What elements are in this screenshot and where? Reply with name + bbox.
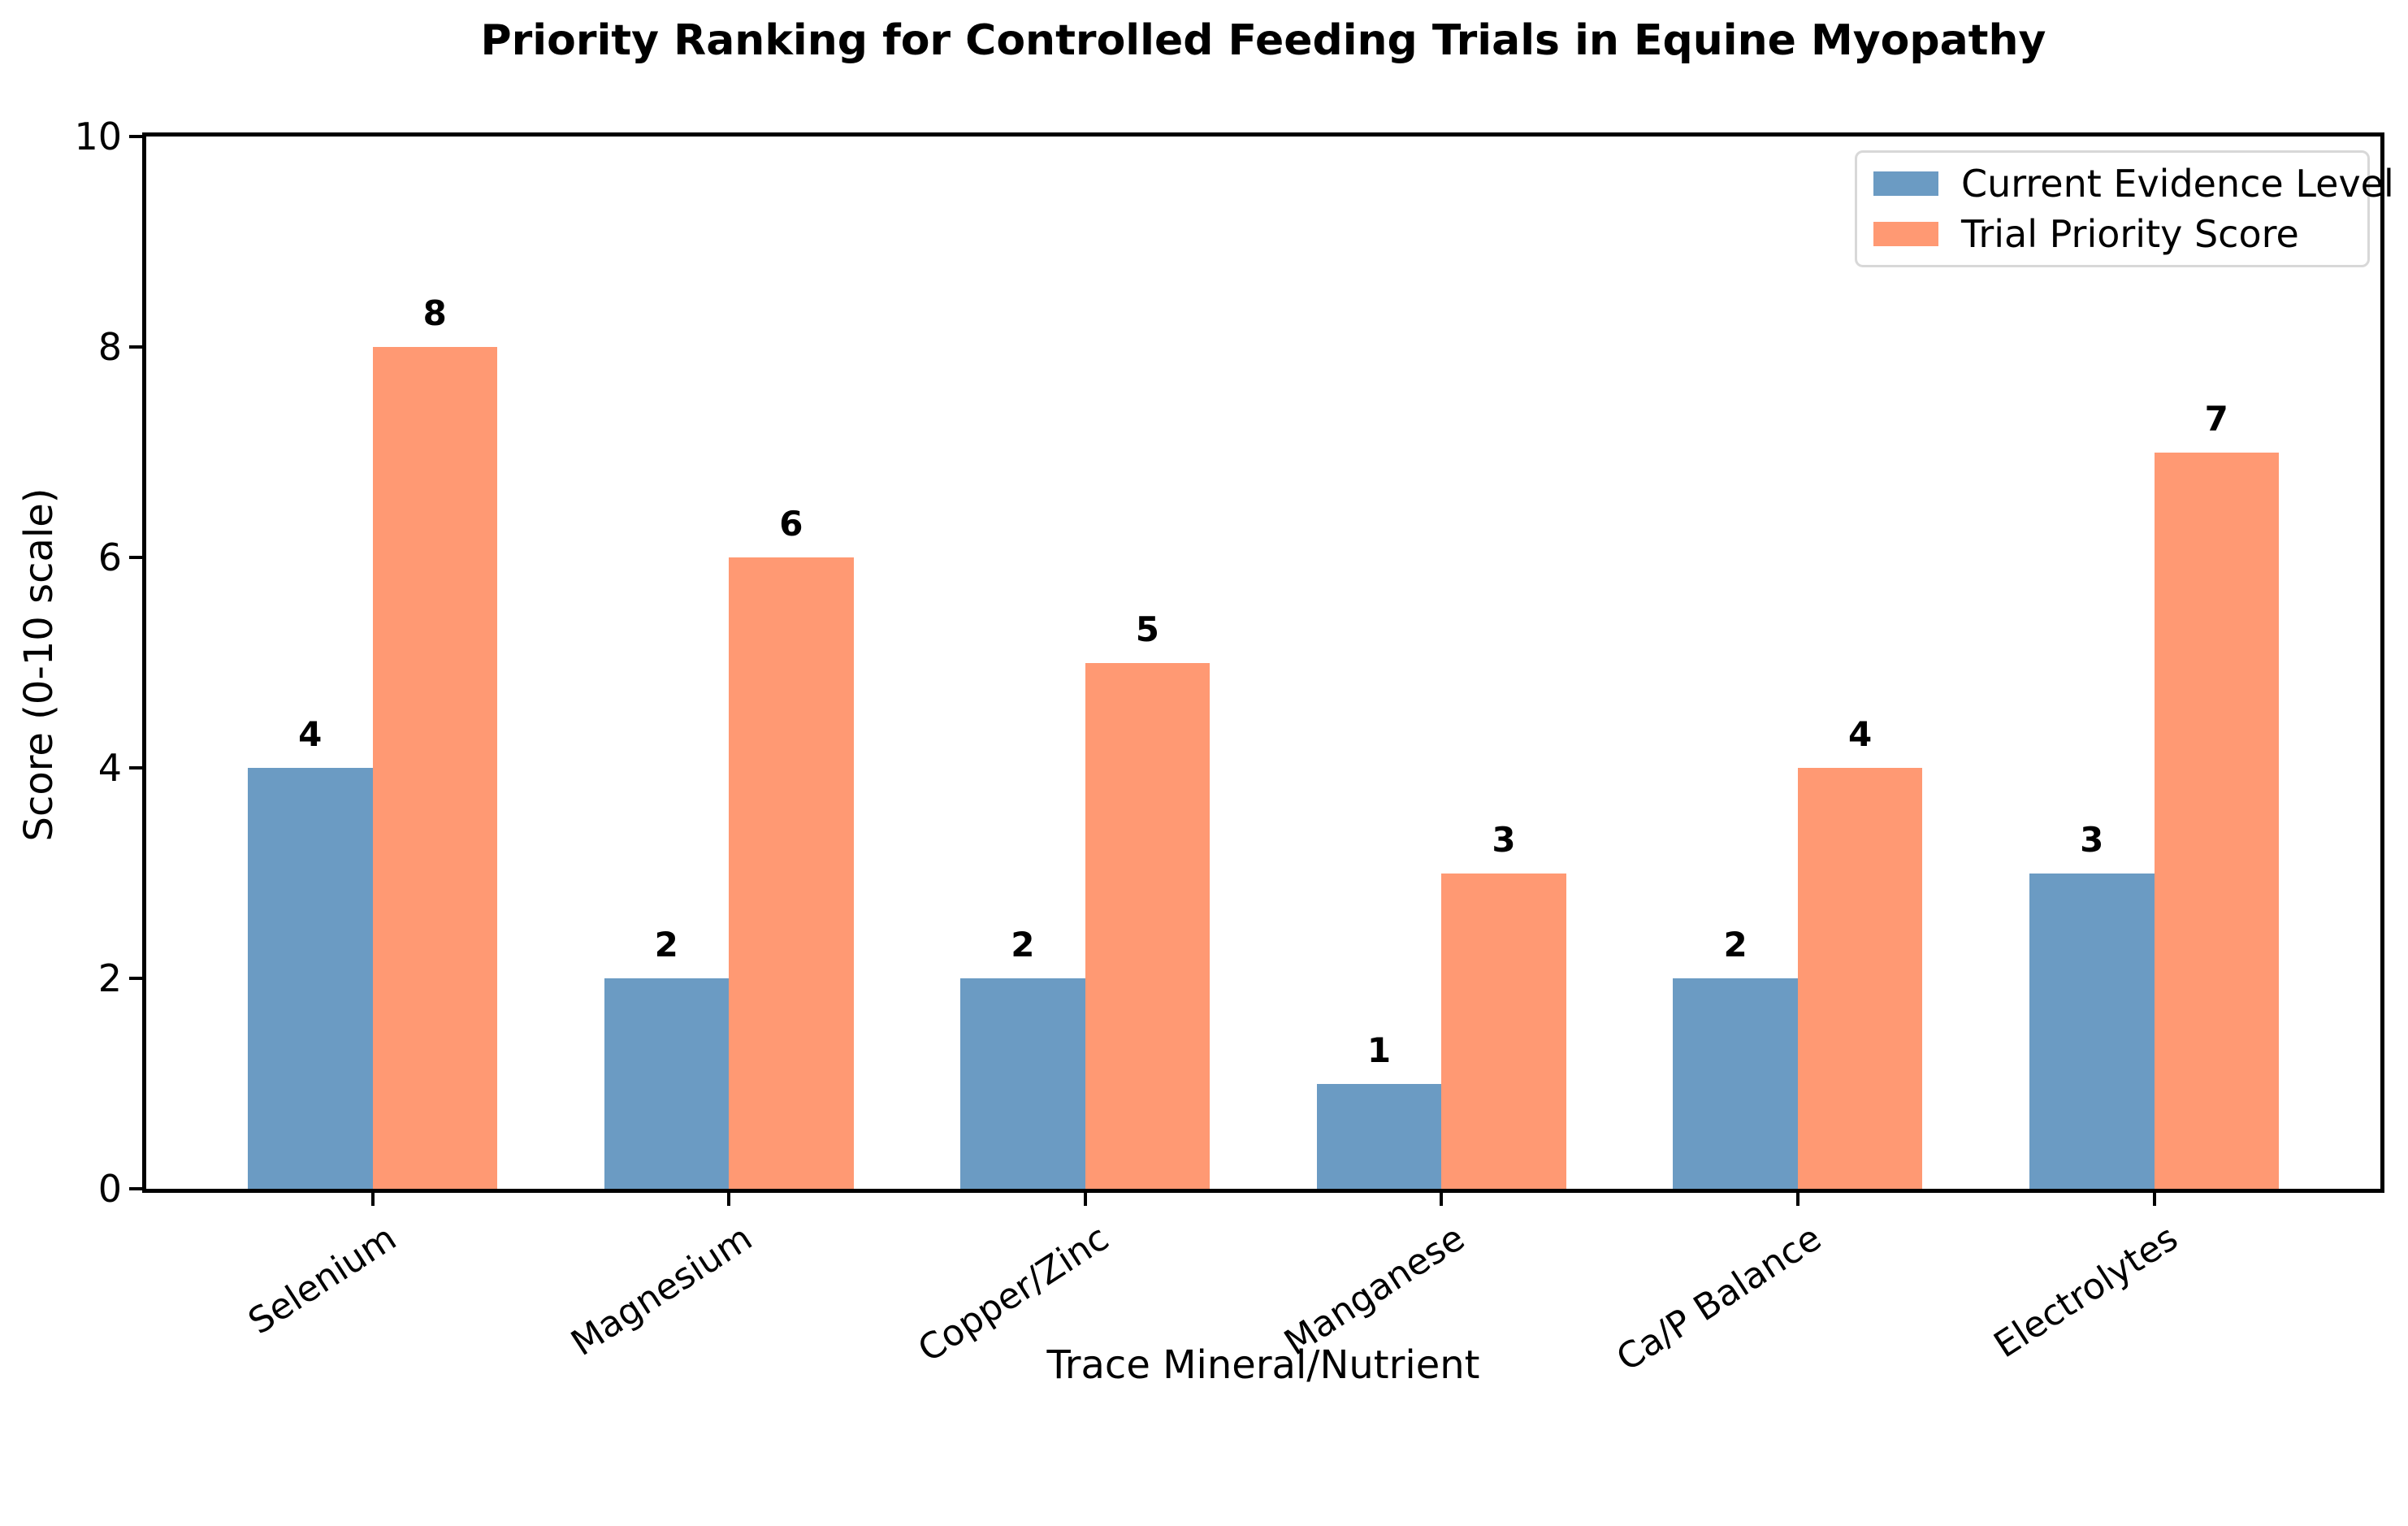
y-axis-title: Score (0-10 scale) [16, 488, 62, 842]
y-tick-label: 4 [97, 746, 122, 790]
legend-label: Trial Priority Score [1961, 212, 2299, 256]
bar [2029, 873, 2155, 1189]
legend: Current Evidence Level Trial Priority Sco… [1855, 150, 2394, 267]
bar-value-label: 1 [1366, 1030, 1392, 1070]
y-tick [129, 135, 142, 138]
bar [604, 978, 730, 1189]
x-axis-title: Trace Mineral/Nutrient [1046, 1342, 1480, 1388]
bar [729, 557, 854, 1189]
y-tick-label: 0 [97, 1167, 122, 1211]
y-tick-label: 10 [74, 115, 122, 158]
y-tick-label: 8 [97, 325, 122, 369]
legend-swatch [1873, 222, 1938, 246]
x-tick [1083, 1193, 1087, 1206]
bar-value-label: 2 [1011, 925, 1035, 965]
y-tick [129, 977, 142, 980]
chart-title: Priority Ranking for Controlled Feeding … [480, 16, 2046, 65]
bar [1673, 978, 1798, 1189]
bar-value-label: 7 [2204, 398, 2228, 439]
bar [2154, 452, 2279, 1189]
bar-value-label: 3 [1492, 819, 1516, 860]
plot-area [142, 132, 2384, 1193]
chart-canvas: Priority Ranking for Controlled Feeding … [16, 16, 2394, 1388]
y-tick-label: 2 [97, 956, 122, 1000]
bar-value-label: 8 [422, 293, 447, 333]
bar-value-label: 6 [779, 504, 803, 544]
legend-item: Trial Priority Score [1873, 211, 2351, 257]
bar [372, 347, 497, 1189]
bar [248, 768, 373, 1189]
x-tick [1795, 1193, 1800, 1206]
x-tick [2152, 1193, 2156, 1206]
x-tick [727, 1193, 731, 1206]
bar [1797, 768, 1923, 1189]
bar-value-label: 5 [1135, 609, 1159, 649]
bar-value-label: 3 [2080, 819, 2104, 860]
bar-value-label: 2 [654, 925, 678, 965]
bar-value-label: 4 [1847, 714, 1873, 754]
x-tick [1440, 1193, 1444, 1206]
bar [1441, 873, 1566, 1189]
y-tick [129, 345, 142, 349]
legend-swatch [1873, 171, 1938, 196]
y-tick [129, 556, 142, 559]
bar-value-label: 2 [1723, 925, 1748, 965]
legend-label: Current Evidence Level [1961, 162, 2394, 206]
y-tick [129, 766, 142, 770]
y-tick-label: 6 [97, 535, 122, 579]
x-tick [370, 1193, 375, 1206]
bar-value-label: 4 [298, 714, 323, 754]
bar [960, 978, 1085, 1189]
bar [1085, 662, 1210, 1189]
y-tick [129, 1187, 142, 1190]
legend-item: Current Evidence Level [1873, 161, 2394, 206]
bar [1316, 1083, 1442, 1189]
